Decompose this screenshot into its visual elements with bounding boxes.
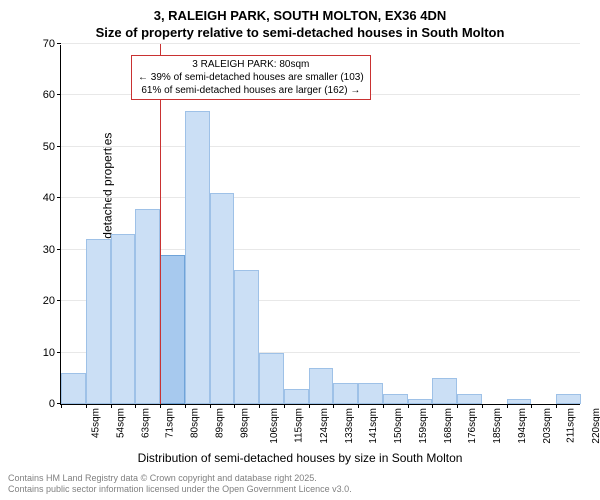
histogram-bar xyxy=(61,373,86,404)
y-tick-mark xyxy=(57,43,61,44)
x-tick-label: 106sqm xyxy=(267,408,280,444)
gridline xyxy=(61,197,580,198)
histogram-bar xyxy=(284,389,309,404)
histogram-bar xyxy=(556,394,581,404)
chart-title-line2: Size of property relative to semi-detach… xyxy=(0,25,600,40)
histogram-bar xyxy=(234,270,259,404)
y-tick-label: 20 xyxy=(43,295,61,307)
x-tick-mark xyxy=(86,404,87,408)
x-tick-mark xyxy=(210,404,211,408)
y-tick-label: 70 xyxy=(43,38,61,50)
x-tick-mark xyxy=(309,404,310,408)
x-tick-mark xyxy=(507,404,508,408)
x-tick-label: 71sqm xyxy=(163,408,176,438)
histogram-bar xyxy=(408,399,433,404)
x-tick-label: 185sqm xyxy=(490,408,503,444)
x-tick-mark xyxy=(61,404,62,408)
y-tick-mark xyxy=(57,197,61,198)
x-tick-mark xyxy=(556,404,557,408)
x-tick-label: 168sqm xyxy=(441,408,454,444)
footer-line1: Contains HM Land Registry data © Crown c… xyxy=(8,473,352,485)
y-tick-label: 0 xyxy=(49,398,61,410)
x-tick-label: 159sqm xyxy=(416,408,429,444)
histogram-bar xyxy=(309,368,334,404)
x-tick-label: 54sqm xyxy=(113,408,126,438)
chart-container: 3, RALEIGH PARK, SOUTH MOLTON, EX36 4DN … xyxy=(0,0,600,500)
annotation-line1: 3 RALEIGH PARK: 80sqm xyxy=(138,58,364,71)
histogram-bar xyxy=(185,111,210,404)
annotation-box: 3 RALEIGH PARK: 80sqm ← 39% of semi-deta… xyxy=(131,55,371,100)
x-tick-label: 115sqm xyxy=(291,408,304,443)
gridline xyxy=(61,43,580,44)
x-tick-label: 133sqm xyxy=(342,408,355,444)
histogram-bar xyxy=(160,255,185,404)
x-tick-label: 220sqm xyxy=(589,408,600,444)
x-tick-mark xyxy=(358,404,359,408)
footer: Contains HM Land Registry data © Crown c… xyxy=(8,473,352,496)
histogram-bar xyxy=(333,383,358,404)
y-tick-mark xyxy=(57,300,61,301)
histogram-bar xyxy=(259,353,284,404)
y-tick-label: 40 xyxy=(43,192,61,204)
plot-area: 01020304050607045sqm54sqm63sqm71sqm80sqm… xyxy=(60,45,580,405)
x-tick-mark xyxy=(531,404,532,408)
x-tick-mark xyxy=(383,404,384,408)
annotation-line2: ← 39% of semi-detached houses are smalle… xyxy=(138,71,364,84)
y-tick-mark xyxy=(57,94,61,95)
y-tick-mark xyxy=(57,352,61,353)
y-tick-mark xyxy=(57,146,61,147)
x-tick-mark xyxy=(259,404,260,408)
x-tick-mark xyxy=(457,404,458,408)
x-axis-label: Distribution of semi-detached houses by … xyxy=(0,451,600,465)
histogram-bar xyxy=(111,234,136,404)
histogram-bar xyxy=(432,378,457,404)
x-tick-mark xyxy=(333,404,334,408)
x-tick-mark xyxy=(185,404,186,408)
x-tick-label: 194sqm xyxy=(515,408,528,444)
x-tick-label: 211sqm xyxy=(564,408,577,443)
histogram-bar xyxy=(358,383,383,404)
x-tick-mark xyxy=(284,404,285,408)
x-tick-mark xyxy=(408,404,409,408)
x-tick-label: 45sqm xyxy=(89,408,102,438)
x-tick-label: 89sqm xyxy=(212,408,225,438)
x-tick-mark xyxy=(234,404,235,408)
x-tick-label: 141sqm xyxy=(366,408,379,444)
histogram-bar xyxy=(135,209,160,404)
y-tick-label: 50 xyxy=(43,141,61,153)
x-tick-mark xyxy=(482,404,483,408)
x-tick-label: 63sqm xyxy=(138,408,151,438)
x-tick-mark xyxy=(160,404,161,408)
x-tick-mark xyxy=(111,404,112,408)
chart-title-line1: 3, RALEIGH PARK, SOUTH MOLTON, EX36 4DN xyxy=(0,8,600,23)
x-tick-label: 80sqm xyxy=(188,408,201,438)
footer-line2: Contains public sector information licen… xyxy=(8,484,352,496)
histogram-bar xyxy=(507,399,532,404)
x-tick-label: 150sqm xyxy=(391,408,404,444)
gridline xyxy=(61,146,580,147)
x-tick-mark xyxy=(432,404,433,408)
y-tick-mark xyxy=(57,249,61,250)
histogram-bar xyxy=(210,193,235,404)
x-tick-label: 203sqm xyxy=(540,408,553,444)
annotation-line3: 61% of semi-detached houses are larger (… xyxy=(138,84,364,97)
histogram-bar xyxy=(457,394,482,404)
x-tick-mark xyxy=(135,404,136,408)
histogram-bar xyxy=(383,394,408,404)
x-tick-label: 176sqm xyxy=(466,408,479,444)
histogram-bar xyxy=(86,239,111,404)
y-tick-label: 30 xyxy=(43,244,61,256)
y-tick-label: 60 xyxy=(43,89,61,101)
y-tick-label: 10 xyxy=(43,347,61,359)
x-tick-label: 124sqm xyxy=(317,408,330,444)
x-tick-label: 98sqm xyxy=(237,408,250,438)
